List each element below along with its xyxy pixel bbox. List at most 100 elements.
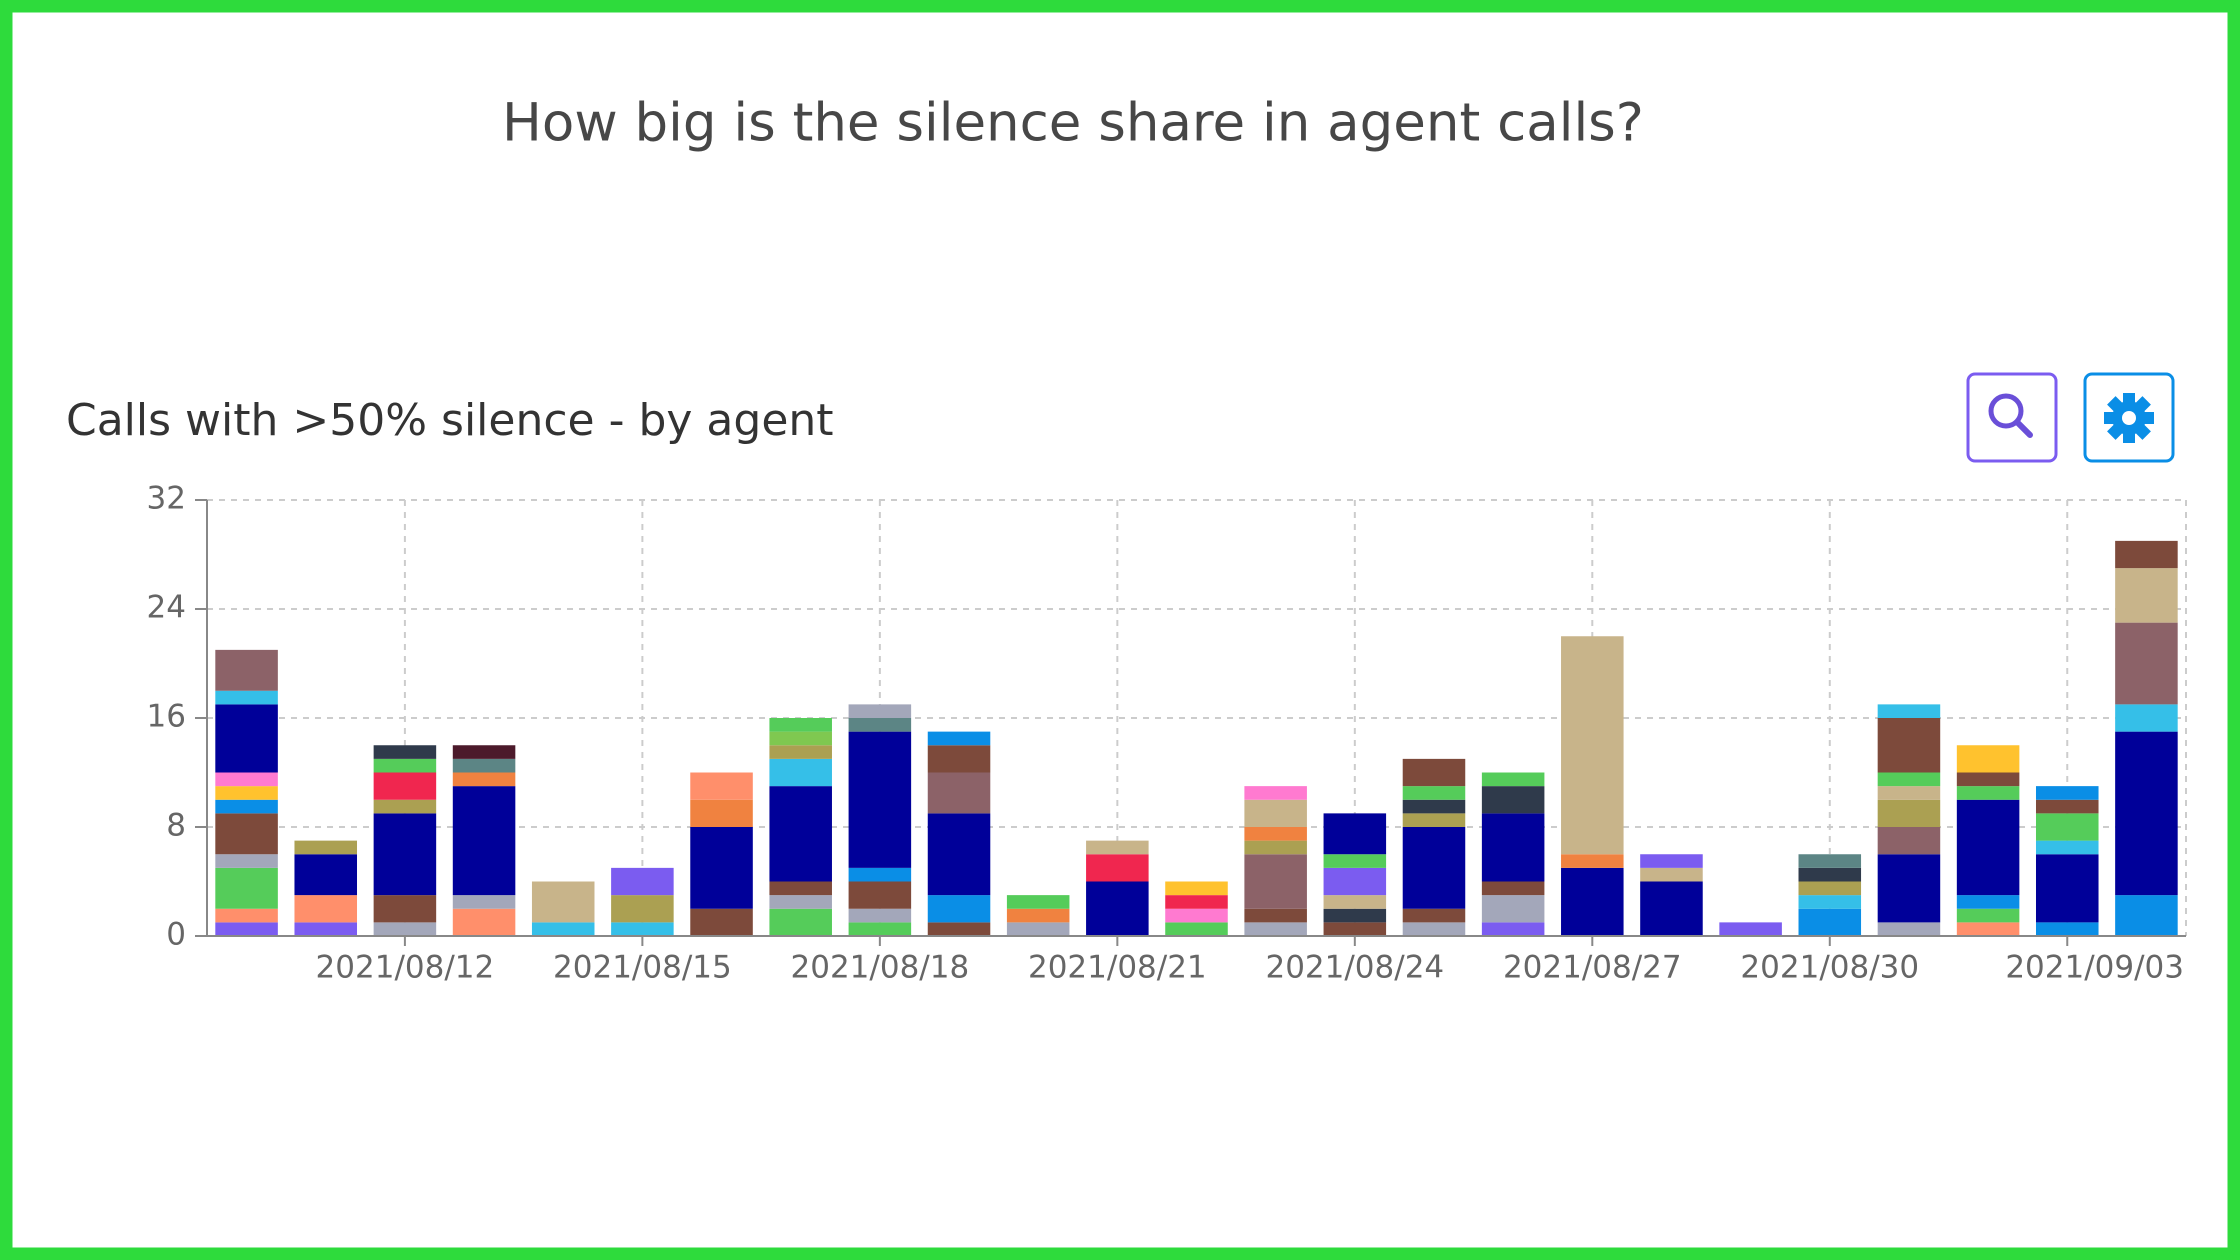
- bar-segment: [690, 799, 753, 827]
- bar-segment: [1640, 881, 1703, 936]
- bar-segment: [769, 908, 832, 936]
- bar-segment: [1323, 908, 1387, 923]
- bar-segment: [848, 704, 912, 718]
- bar-segment: [215, 799, 278, 814]
- bar-segment: [1402, 758, 1466, 787]
- bar-segment: [769, 745, 832, 759]
- bar-segment: [2115, 731, 2178, 896]
- bar-segment: [215, 922, 278, 936]
- bar-segment: [1719, 922, 1782, 936]
- bar-segment: [1956, 799, 2020, 896]
- bar-segment: [215, 813, 278, 855]
- bar-segment: [1244, 854, 1307, 909]
- bar-segment: [215, 649, 278, 691]
- bar-segment: [1956, 922, 2020, 936]
- bar-segment: [215, 908, 278, 923]
- bar-segment: [1877, 827, 1941, 855]
- bar-segment: [452, 772, 516, 787]
- bar-segment: [531, 922, 595, 936]
- bar-segment: [1877, 772, 1941, 787]
- bar-segment: [373, 922, 437, 936]
- bar-segment: [769, 731, 832, 746]
- bar-segment: [1323, 922, 1387, 936]
- bar-segment: [215, 704, 278, 773]
- bar-segment: [848, 881, 912, 909]
- bar-segment: [373, 799, 437, 814]
- bar-segment: [452, 908, 516, 936]
- bar-segment: [1956, 745, 2020, 773]
- bar-segment: [1640, 854, 1703, 868]
- bar-segment: [1877, 718, 1941, 773]
- x-tick-label: 2021/08/12: [316, 950, 495, 986]
- bar-segment: [769, 718, 832, 732]
- bar-segment: [1006, 895, 1070, 909]
- bar-segment: [2035, 799, 2099, 814]
- y-tick-label: 32: [147, 481, 186, 517]
- bar-segment: [1956, 908, 2020, 923]
- bar-segment: [2035, 813, 2099, 841]
- bar-segment: [1006, 908, 1070, 923]
- bar-segment: [927, 731, 991, 746]
- bar-segment: [215, 772, 278, 787]
- bar-segment: [927, 745, 991, 773]
- search-icon-handle: [2014, 419, 2033, 438]
- x-tick-label: 2021/08/21: [1028, 950, 1207, 986]
- page-title: How big is the silence share in agent ca…: [502, 93, 1644, 154]
- bar-segment: [215, 867, 278, 909]
- bar-segment: [2035, 840, 2099, 855]
- bar-segment: [1481, 922, 1545, 936]
- bar-segment: [452, 745, 516, 759]
- bar-segment: [1877, 786, 1941, 800]
- bar-segment: [769, 758, 832, 787]
- bar-segment: [1244, 922, 1307, 936]
- bar-segment: [690, 908, 753, 936]
- bar-segment: [1323, 854, 1387, 868]
- x-tick-label: 2021/08/24: [1265, 950, 1444, 986]
- bar-segment: [1086, 854, 1149, 882]
- bar-segment: [373, 895, 437, 923]
- bar-segment: [927, 813, 991, 896]
- y-tick-label: 16: [147, 699, 186, 735]
- bar-segment: [1798, 908, 1862, 936]
- bar-segment: [848, 908, 912, 923]
- search-button-frame[interactable]: [1966, 372, 2058, 463]
- bar-segment: [769, 881, 832, 896]
- bar-segment: [1323, 867, 1387, 896]
- bar-segment: [690, 772, 753, 800]
- search-button[interactable]: [1966, 372, 2058, 463]
- bar-segment: [1877, 922, 1941, 936]
- bar-segment: [1323, 813, 1387, 855]
- bar-segment: [2035, 922, 2099, 936]
- bar-segment: [1877, 854, 1941, 923]
- x-tick-label: 2021/08/15: [553, 950, 732, 986]
- bar-segment: [2115, 704, 2178, 732]
- y-tick-label: 0: [166, 917, 186, 953]
- bar-segment: [215, 854, 278, 868]
- bar-segment: [1481, 895, 1545, 923]
- x-tick-label: 2021/09/03: [2005, 950, 2184, 986]
- x-tick-label: 2021/08/18: [791, 950, 970, 986]
- chart-title: Calls with >50% silence - by agent: [66, 395, 834, 446]
- bar-segment: [1165, 908, 1228, 923]
- plot: 0 8 16 24 32 2021/08/12 2021/08/15 2021/08/18 20…: [147, 481, 2187, 986]
- bar-segment: [1244, 799, 1307, 827]
- bar-segment: [690, 827, 753, 909]
- gear-icon: [2104, 393, 2154, 443]
- bar-segment: [769, 786, 832, 882]
- bar-segment: [1244, 840, 1307, 855]
- bar-segment: [1561, 854, 1624, 868]
- bar-segment: [1402, 813, 1466, 827]
- bar-segment: [1402, 799, 1466, 814]
- bar-segment: [1561, 636, 1624, 855]
- bar-segment: [1006, 922, 1070, 936]
- bar-segment: [215, 690, 278, 705]
- bar-segment: [1402, 786, 1466, 800]
- bar-segment: [1323, 895, 1387, 909]
- bar-segment: [1877, 704, 1941, 718]
- x-tick-label: 2021/08/27: [1503, 950, 1682, 986]
- bar-segment: [1402, 908, 1466, 923]
- bar-segment: [452, 895, 516, 909]
- settings-button[interactable]: [2083, 372, 2175, 463]
- bar-segment: [1481, 786, 1545, 814]
